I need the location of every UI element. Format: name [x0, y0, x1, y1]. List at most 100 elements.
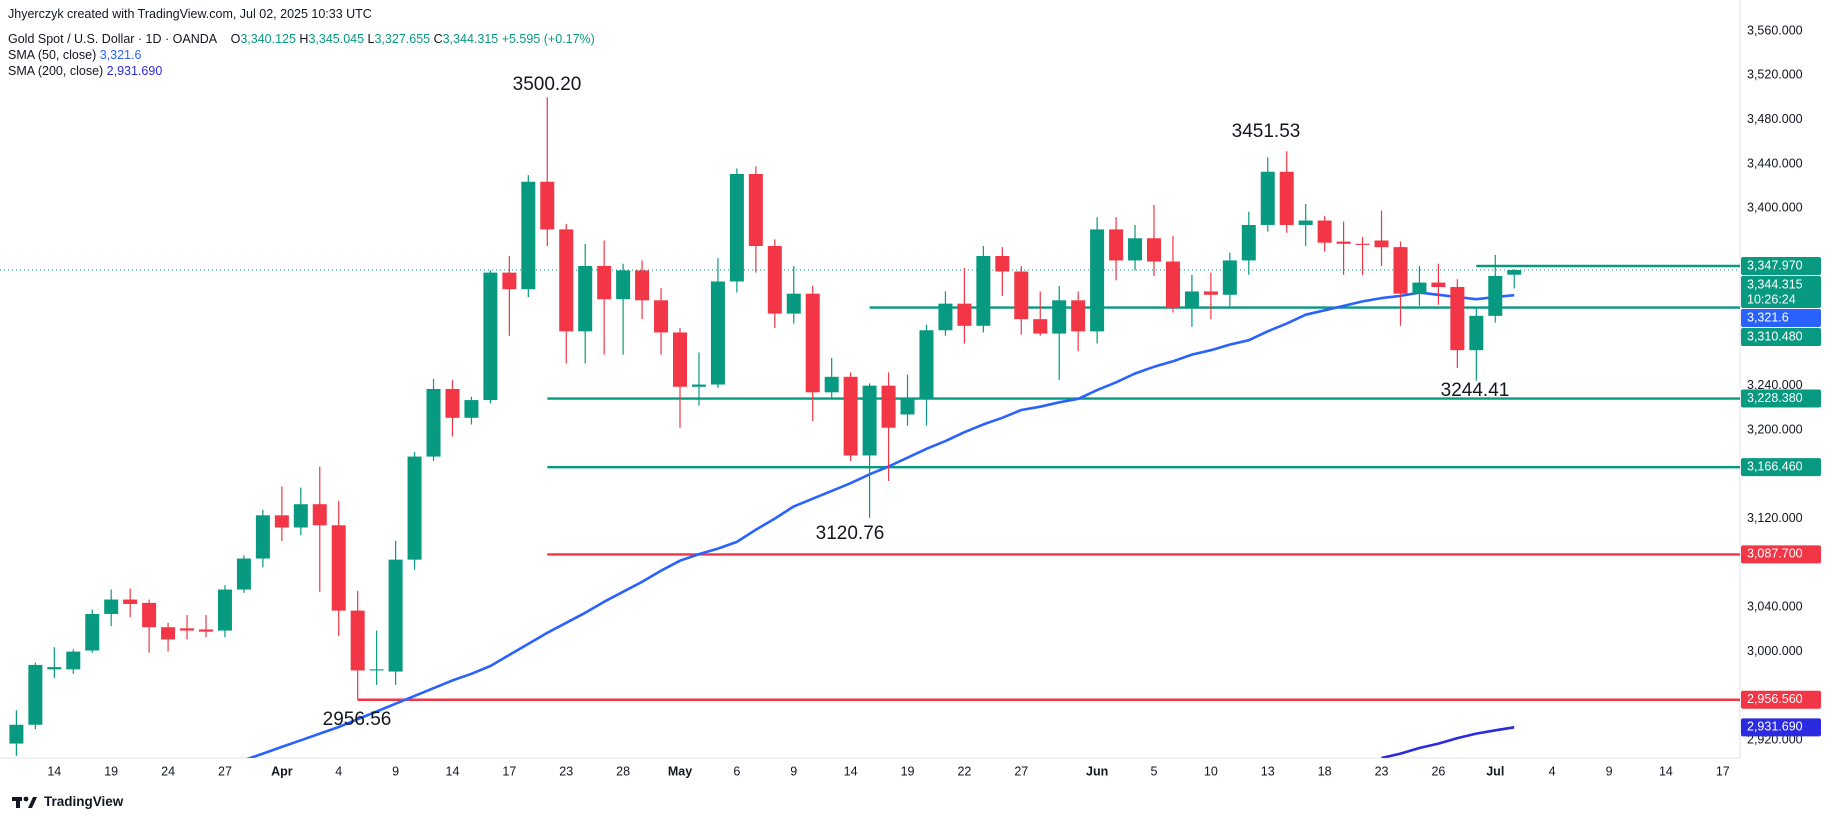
y-tick-label: 3,520.000 [1747, 68, 1803, 82]
candle-body [1450, 287, 1465, 351]
candle-body [1412, 282, 1427, 294]
candle-body [217, 589, 232, 631]
candle-body [1052, 300, 1067, 334]
sma-row: SMA (50, close) 3,321.6 [8, 47, 595, 63]
symbol-row: Gold Spot / U.S. Dollar · 1D · OANDA O3,… [8, 31, 595, 47]
ohlc-key: H [299, 32, 309, 46]
candle-body [369, 669, 384, 671]
y-tick-label: 3,040.000 [1747, 600, 1803, 614]
candle-body [331, 525, 346, 611]
y-tick-label: 3,240.000 [1747, 378, 1803, 392]
x-tick-label: 10 [1204, 764, 1218, 778]
x-tick-label: 17 [1716, 764, 1730, 778]
candle-body [66, 651, 81, 670]
ohlc-value: 3,344.315 [442, 32, 499, 46]
author-line: Jhyerczyk created with TradingView.com, … [8, 7, 372, 21]
change: +5.595 (+0.17%) [501, 32, 595, 46]
x-tick-label: 19 [901, 764, 915, 778]
candle-body [502, 272, 517, 290]
candle-body [767, 246, 782, 314]
y-tick-label: 3,120.000 [1747, 511, 1803, 525]
candle-body [957, 303, 972, 326]
x-tick-label: May [668, 764, 692, 778]
price-badge [1741, 545, 1821, 564]
price-badge-label: 3,344.315 [1747, 277, 1803, 291]
y-tick-label: 3,440.000 [1747, 156, 1803, 170]
x-tick-label: Jul [1486, 764, 1504, 778]
candle-body [1090, 229, 1105, 332]
candle-body [824, 376, 839, 393]
price-badge-label: 2,956.560 [1747, 692, 1803, 706]
footer-text: TradingView [44, 794, 124, 809]
candle-body [1469, 315, 1484, 351]
sma-line [1381, 726, 1515, 758]
x-tick-label: 17 [502, 764, 516, 778]
x-tick-label: 14 [1659, 764, 1673, 778]
candle-body [938, 303, 953, 331]
price-badge-label: 3,321.6 [1747, 310, 1789, 324]
candle-body [559, 229, 574, 332]
x-tick-label: 6 [733, 764, 740, 778]
candle-body [919, 330, 934, 398]
x-tick-label: 9 [790, 764, 797, 778]
candle-body [729, 173, 744, 282]
series-name: SMA (200, close) [8, 64, 104, 78]
y-tick-label: 3,000.000 [1747, 644, 1803, 658]
candle-body [1033, 319, 1048, 334]
candle-body [691, 384, 706, 387]
candle-body [445, 388, 460, 418]
y-tick-label: 3,560.000 [1747, 23, 1803, 37]
candle-body [199, 629, 213, 632]
sma-line [246, 291, 1515, 758]
candle-body [255, 515, 270, 559]
candle-body [293, 504, 308, 528]
candle-body [1355, 243, 1370, 245]
price-annotation: 3244.41 [1441, 380, 1510, 401]
candle-body [843, 376, 858, 456]
ohlc-value: 3,327.655 [374, 32, 431, 46]
price-annotation: 3500.20 [513, 74, 582, 95]
price-annotation: 3451.53 [1232, 121, 1301, 142]
logo [12, 796, 37, 808]
ohlc-value: 3,340.125 [240, 32, 296, 46]
candle-body [578, 265, 593, 332]
candle-body [350, 610, 365, 671]
x-tick-label: 24 [161, 764, 175, 778]
candle-body [1374, 240, 1389, 248]
candle-body [483, 272, 498, 401]
candle-body [748, 173, 763, 247]
candle-body [1109, 229, 1124, 261]
price-badge [1741, 718, 1821, 737]
symbol: Gold Spot / U.S. Dollar · 1D · OANDA [8, 32, 218, 46]
price-badge-label: 2,931.690 [1747, 720, 1803, 734]
candle-body [1393, 247, 1408, 294]
x-tick-label: 28 [616, 764, 630, 778]
x-tick-label: 22 [957, 764, 971, 778]
price-badge [1741, 389, 1821, 408]
candle-body [464, 400, 479, 418]
candle-body [1203, 291, 1218, 295]
y-tick-label: 3,400.000 [1747, 201, 1803, 215]
candle-body [161, 627, 176, 640]
candle-body [521, 181, 536, 290]
candle-body [881, 385, 896, 428]
x-tick-label: 14 [47, 764, 61, 778]
candle-body [123, 599, 138, 604]
candle-body [28, 664, 43, 725]
candle-body [1165, 261, 1180, 309]
candle-body [388, 559, 403, 672]
candle-body [862, 385, 877, 456]
candle-body [274, 515, 289, 528]
candle-body [1431, 282, 1446, 288]
footer: TradingView [12, 794, 123, 809]
x-tick-label: 18 [1318, 764, 1332, 778]
axes: 3,560.000 3,520.000 3,480.000 3,440.000 3,40… [47, 23, 1802, 778]
candle-body [616, 270, 631, 300]
candle-body [805, 293, 820, 393]
ohlc-key: C [433, 32, 443, 46]
x-tick-label: 27 [218, 764, 232, 778]
price-badge [1741, 690, 1821, 709]
